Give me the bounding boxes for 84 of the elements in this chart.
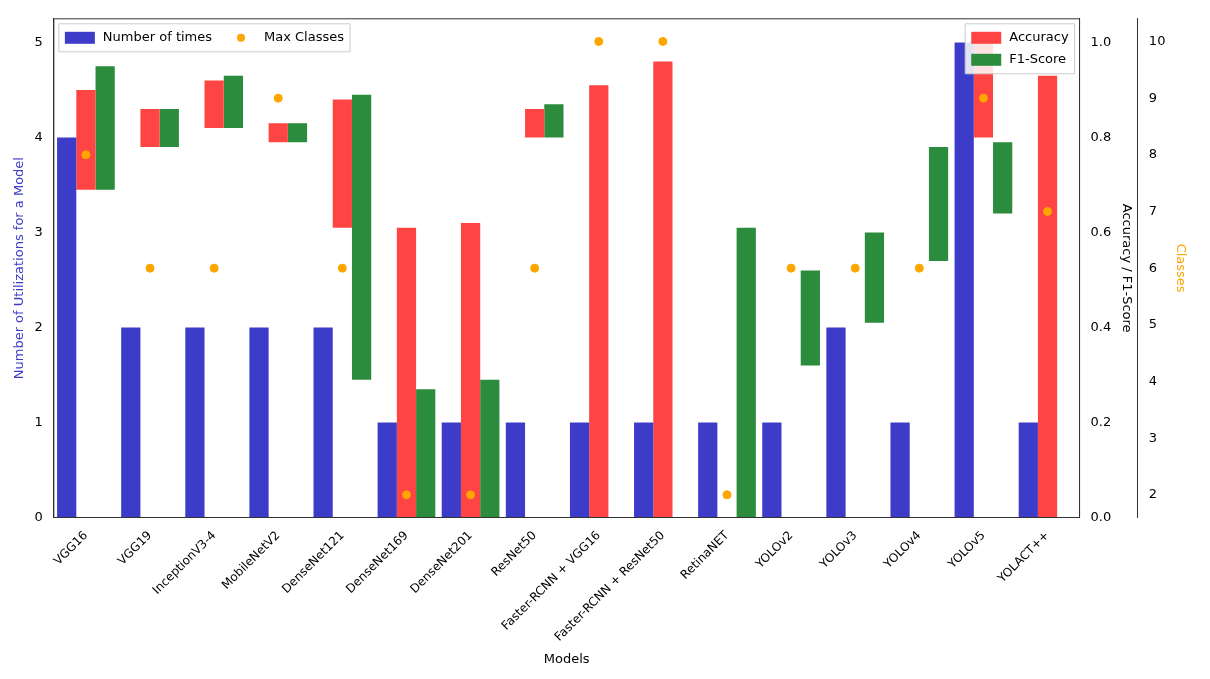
y3-tick-label: 5 bbox=[1148, 316, 1158, 332]
bar bbox=[1018, 422, 1038, 518]
bar bbox=[480, 379, 500, 518]
bar bbox=[525, 109, 545, 138]
y2-axis-title: Accuracy / F1-Score bbox=[1119, 203, 1135, 333]
bar bbox=[287, 123, 308, 143]
bar bbox=[159, 109, 179, 148]
bar bbox=[890, 422, 910, 518]
bar bbox=[223, 75, 243, 129]
point bbox=[658, 36, 668, 46]
point bbox=[81, 150, 91, 160]
point bbox=[209, 263, 219, 273]
point bbox=[786, 263, 796, 273]
bar bbox=[569, 422, 590, 518]
bar bbox=[634, 422, 654, 518]
legend-label: F1-Score bbox=[1009, 51, 1067, 67]
bar bbox=[762, 422, 782, 518]
point bbox=[914, 263, 924, 273]
point bbox=[337, 263, 347, 273]
bar bbox=[95, 66, 115, 190]
point bbox=[466, 490, 476, 500]
bar bbox=[800, 270, 820, 366]
bar bbox=[416, 389, 436, 518]
y2-tick-label: 0.2 bbox=[1090, 413, 1112, 429]
y3-tick-label: 4 bbox=[1148, 372, 1158, 388]
bar bbox=[589, 85, 609, 518]
y2-tick-label: 1.0 bbox=[1090, 33, 1112, 49]
bar bbox=[954, 42, 974, 518]
y-axis-title: Number of Utilizations for a Model bbox=[11, 157, 27, 380]
bar bbox=[864, 232, 885, 323]
bar bbox=[653, 61, 673, 518]
bar bbox=[140, 109, 160, 148]
point bbox=[145, 263, 155, 273]
y3-axis-title: Classes bbox=[1173, 243, 1189, 293]
y2-tick-label: 0.8 bbox=[1090, 128, 1112, 144]
y2-tick-label: 0.0 bbox=[1090, 508, 1112, 524]
bar bbox=[928, 147, 949, 262]
y-tick-label: 0 bbox=[34, 508, 43, 524]
y3-tick-label: 3 bbox=[1148, 429, 1158, 445]
bar bbox=[351, 94, 372, 380]
x-axis-title: Models bbox=[543, 650, 590, 666]
legend-label: Number of times bbox=[102, 29, 213, 45]
y2-tick-label: 0.4 bbox=[1090, 318, 1112, 334]
bar bbox=[332, 99, 352, 228]
point bbox=[978, 93, 988, 103]
y3-tick-label: 9 bbox=[1148, 89, 1158, 105]
bar bbox=[249, 327, 269, 518]
bar bbox=[76, 90, 96, 190]
bar bbox=[121, 327, 141, 518]
y3-tick-label: 6 bbox=[1148, 259, 1158, 275]
point bbox=[401, 490, 411, 500]
bar bbox=[460, 223, 481, 518]
point bbox=[722, 490, 732, 500]
bar bbox=[441, 422, 461, 518]
legend-label: Max Classes bbox=[264, 29, 345, 45]
point bbox=[850, 263, 860, 273]
bar bbox=[736, 227, 756, 518]
bar bbox=[993, 142, 1013, 214]
bar bbox=[185, 327, 205, 518]
bar bbox=[505, 422, 526, 518]
y-tick-label: 1 bbox=[34, 413, 43, 429]
bar bbox=[396, 227, 417, 518]
y2-tick-label: 0.6 bbox=[1090, 223, 1112, 239]
y3-tick-label: 10 bbox=[1148, 32, 1166, 48]
y3-tick-label: 2 bbox=[1148, 486, 1158, 502]
legend-label: Accuracy bbox=[1009, 29, 1069, 45]
bar bbox=[698, 422, 718, 518]
point bbox=[273, 93, 283, 103]
bar bbox=[313, 327, 333, 518]
bar bbox=[1037, 75, 1058, 518]
y-tick-label: 3 bbox=[34, 223, 43, 239]
y3-tick-label: 7 bbox=[1148, 202, 1158, 218]
bar bbox=[544, 104, 564, 138]
y-tick-label: 5 bbox=[34, 33, 43, 49]
y-tick-label: 2 bbox=[34, 318, 43, 334]
y3-tick-label: 8 bbox=[1148, 146, 1158, 162]
bar bbox=[204, 80, 224, 129]
point bbox=[1043, 206, 1053, 216]
bar bbox=[826, 327, 846, 518]
y-tick-label: 4 bbox=[34, 128, 43, 144]
point bbox=[530, 263, 540, 273]
point bbox=[594, 36, 604, 46]
bar bbox=[57, 137, 77, 518]
bar bbox=[268, 123, 288, 143]
